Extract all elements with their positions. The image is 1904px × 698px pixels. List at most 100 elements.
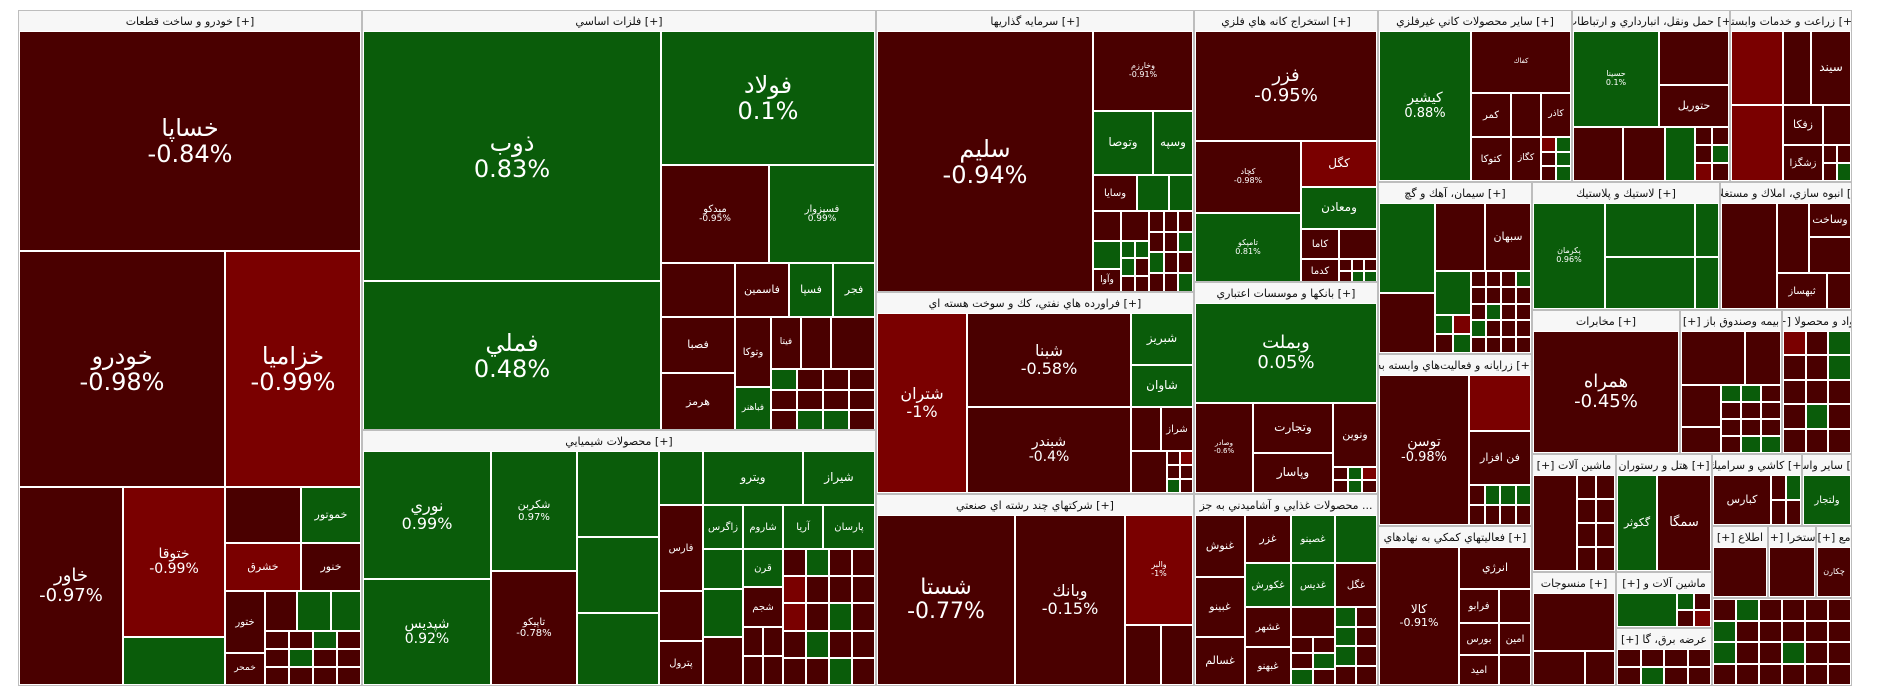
tile-folad[interactable]: فولاد 0.1%	[661, 31, 875, 165]
tile-small[interactable]	[1687, 667, 1711, 685]
tile-small[interactable]	[852, 576, 875, 604]
tile-small[interactable]	[1783, 355, 1806, 380]
tile-small[interactable]	[1347, 480, 1363, 493]
tile-small[interactable]	[1135, 258, 1149, 276]
tile-small[interactable]	[703, 589, 743, 637]
tile-hormoz[interactable]: هرمز	[661, 373, 735, 429]
sector-brokers[interactable]: ساير واسط [+] ولتجار	[1802, 454, 1852, 526]
tile-small[interactable]	[852, 549, 875, 577]
tile-small[interactable]	[806, 576, 829, 604]
tile-small[interactable]	[1605, 257, 1695, 309]
tile-small[interactable]	[1515, 505, 1531, 525]
tile-small[interactable]	[797, 369, 823, 390]
tile-small[interactable]	[783, 657, 806, 685]
tile-small[interactable]	[1805, 428, 1829, 453]
sector-header[interactable]: [+] اطلاع	[1713, 527, 1767, 547]
tile-small[interactable]	[1093, 211, 1121, 241]
tile-small[interactable]	[577, 537, 659, 613]
tile-small[interactable]	[1333, 480, 1348, 493]
tile-small[interactable]	[1364, 271, 1377, 281]
tile-kadama[interactable]: كدما	[1301, 259, 1339, 281]
tile-ghsalem[interactable]: غسالم	[1195, 637, 1245, 685]
tile-small[interactable]	[1484, 485, 1500, 505]
tile-small[interactable]	[1167, 465, 1180, 479]
tile-small[interactable]	[1486, 303, 1501, 321]
tile-small[interactable]	[1665, 127, 1695, 181]
tile-small[interactable]	[1828, 620, 1851, 642]
tile-small[interactable]	[703, 549, 743, 589]
tile-small[interactable]	[783, 576, 806, 604]
tile-small[interactable]	[1640, 667, 1664, 685]
tile-small[interactable]	[1291, 637, 1313, 653]
tile-small[interactable]	[1364, 259, 1377, 271]
tile-tosan[interactable]: توسن -0.98%	[1379, 375, 1469, 525]
tile-pkerman[interactable]: پكرمان 0.96%	[1533, 203, 1605, 309]
tile-small[interactable]	[1533, 475, 1577, 571]
tile-small[interactable]	[1356, 665, 1377, 685]
tile-aria[interactable]: آريا	[783, 505, 823, 549]
tile-small[interactable]	[1695, 127, 1712, 145]
tile-small[interactable]	[1596, 547, 1615, 571]
tile-small[interactable]	[1786, 500, 1801, 525]
sector-agri[interactable]: زراعت و خدمات وابسته [+] سيند زفكا زشگزا	[1730, 10, 1852, 182]
tile-small[interactable]	[1577, 547, 1596, 571]
tile-small[interactable]	[1786, 475, 1801, 500]
tile-omid[interactable]: اميد	[1459, 655, 1499, 685]
tile-small[interactable]	[783, 549, 806, 577]
tile-small[interactable]	[806, 603, 829, 631]
tile-small[interactable]	[1783, 31, 1811, 105]
sector-header[interactable]: فعاليتهاي كمكي به نهادهاي [+]	[1379, 527, 1531, 547]
sector-auto[interactable]: خودرو و ساخت قطعات [+] خساپا -0.84% خودرو…	[18, 10, 362, 686]
tile-khavar[interactable]: خاور -0.97%	[19, 487, 123, 685]
tile-small[interactable]	[1713, 642, 1736, 664]
tile-small[interactable]	[1435, 334, 1453, 353]
tile-small[interactable]	[1741, 385, 1761, 402]
tile-small[interactable]	[313, 667, 337, 685]
tile-small[interactable]	[1362, 467, 1377, 480]
tile-small[interactable]	[1471, 271, 1486, 288]
tile-small[interactable]	[265, 591, 297, 631]
tile-small[interactable]	[849, 369, 875, 390]
tile-small[interactable]	[1745, 331, 1781, 385]
sector-header[interactable]: [+] عرضه برق، گا	[1617, 629, 1711, 649]
tile-small[interactable]	[1501, 336, 1516, 353]
tile-small[interactable]	[1805, 663, 1828, 685]
tile-small[interactable]	[1694, 593, 1711, 610]
tile-small[interactable]	[659, 591, 703, 641]
tile-small[interactable]	[289, 667, 313, 685]
tile-small[interactable]	[1736, 663, 1759, 685]
tile-fasba[interactable]: فصبا	[661, 317, 735, 373]
tile-small[interactable]	[1501, 320, 1516, 337]
sector-hotel[interactable]: هتل و رستوران [+] گكوثر سمگا	[1616, 454, 1712, 572]
tile-khmhr[interactable]: خمحر	[225, 653, 265, 685]
sector-header[interactable]: هتل و رستوران [+]	[1617, 455, 1711, 475]
tile-small[interactable]	[1125, 625, 1161, 685]
tile-shabriz[interactable]: شبريز	[1131, 313, 1193, 365]
sector-food[interactable]: محصولات غذايي و آشاميدني به جز ... غنوش …	[1194, 494, 1378, 686]
tile-small[interactable]	[1178, 211, 1193, 232]
sector-equipment[interactable]: [+] ماشين آلات و	[1616, 572, 1712, 628]
tile-small[interactable]	[1516, 303, 1531, 321]
tile-small[interactable]	[1121, 241, 1135, 259]
tile-vkharazm[interactable]: وخارزم -0.91%	[1093, 31, 1193, 111]
tile-small[interactable]	[1469, 375, 1531, 431]
tile-fsepa[interactable]: فسپا	[789, 263, 833, 317]
tile-small[interactable]	[123, 637, 225, 685]
tile-small[interactable]	[1783, 379, 1806, 405]
sector-header[interactable]: فراورده هاي نفتي، كك و سوخت هسته اي [+]	[877, 293, 1193, 313]
tile-small[interactable]	[1695, 203, 1719, 257]
sector-header[interactable]: [+] ماشين آلات و	[1617, 573, 1711, 593]
tile-small[interactable]	[1167, 451, 1180, 465]
tile-finta[interactable]: فيتا	[771, 317, 801, 369]
tile-vbmellat[interactable]: وبملت 0.05%	[1195, 303, 1377, 403]
tile-fanafzar[interactable]: فن افزار	[1469, 431, 1531, 485]
tile-small[interactable]	[1486, 271, 1501, 288]
tile-small[interactable]	[1761, 419, 1781, 436]
tile-small[interactable]	[337, 667, 361, 685]
tile-small[interactable]	[1093, 241, 1121, 269]
tile-small[interactable]	[1617, 593, 1677, 627]
tile-small[interactable]	[1828, 663, 1851, 685]
tile-small[interactable]	[1741, 436, 1761, 453]
tile-small[interactable]	[313, 631, 337, 649]
tile-small[interactable]	[1694, 610, 1711, 627]
